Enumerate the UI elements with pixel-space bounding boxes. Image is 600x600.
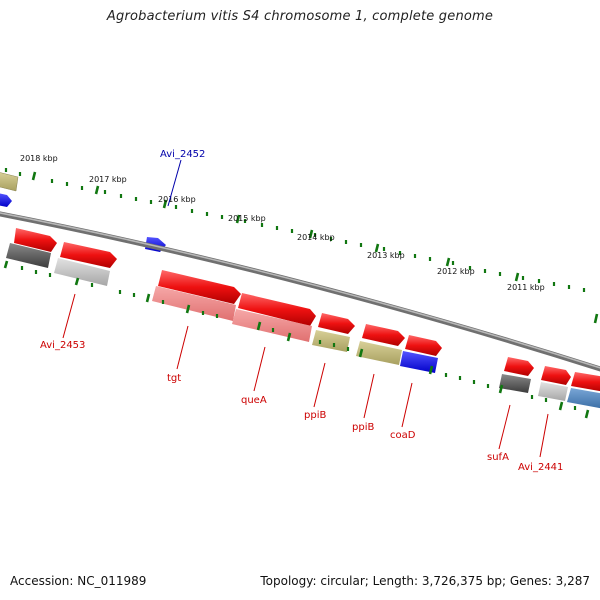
scale-label-2018: 2018 kbp — [20, 154, 58, 163]
leader-avi2441 — [539, 413, 549, 458]
gene-tgt-forward — [158, 270, 241, 304]
leader-avi2452 — [167, 159, 182, 207]
scale-label-2017: 2017 kbp — [89, 175, 127, 184]
leader-sufa — [498, 404, 511, 450]
backbone — [0, 211, 600, 372]
scale-label-2012: 2012 kbp — [437, 267, 475, 276]
gene-red-9 — [541, 366, 571, 385]
scale-label-2014: 2014 kbp — [297, 233, 335, 242]
leader-ppib-2 — [363, 373, 375, 419]
gene-label-ppib-1: ppiB — [304, 410, 326, 421]
gene-label-avi2452: Avi_2452 — [160, 149, 205, 160]
outer-scale-ring — [4, 168, 599, 324]
gene-lightgray-1 — [54, 258, 110, 286]
gene-gray-1 — [6, 243, 51, 268]
scale-label-2011: 2011 kbp — [507, 283, 545, 292]
gene-red-5 — [318, 313, 355, 334]
accession-text: Accession: NC_011989 — [10, 574, 147, 588]
reverse-genes — [6, 243, 600, 409]
gene-ppib-olive-2 — [356, 341, 402, 365]
outer-major-ticks — [31, 171, 599, 324]
scale-label-2016: 2016 kbp — [158, 195, 196, 204]
gene-red-7 — [405, 335, 442, 356]
scale-label-2015: 2015 kbp — [228, 214, 266, 223]
gene-red-2 — [60, 242, 117, 268]
gene-label-sufa: sufA — [487, 452, 509, 463]
gene-quea-forward — [238, 293, 316, 326]
gene-red-6 — [362, 324, 405, 346]
gene-ppib-olive-1 — [312, 330, 350, 352]
map-title: Agrobacterium vitis S4 chromosome 1, com… — [106, 9, 494, 24]
gene-label-avi2441: Avi_2441 — [518, 462, 563, 473]
gene-lightgray-2 — [538, 382, 568, 401]
inner-scale-ring — [3, 260, 590, 419]
gene-gray-2 — [499, 374, 531, 393]
scale-label-2013: 2013 kbp — [367, 251, 405, 260]
gene-red-8 — [504, 357, 534, 376]
gene-blue-top-left — [0, 193, 12, 207]
leader-ppib-1 — [313, 362, 326, 408]
gene-olive-top-left — [0, 172, 19, 192]
leader-tgt — [176, 325, 189, 370]
gene-label-quea: queA — [241, 395, 267, 406]
leader-avi2453 — [62, 293, 76, 339]
genome-info-text: Topology: circular; Length: 3,726,375 bp… — [260, 574, 590, 588]
inner-minor-ticks — [20, 266, 577, 410]
gene-labels: Avi_2452 Avi_2453 tgt queA ppiB ppiB coa… — [40, 149, 563, 473]
scale-labels: 2018 kbp 2017 kbp 2016 kbp 2015 kbp 2014… — [20, 154, 545, 292]
gene-label-coad: coaD — [390, 430, 416, 441]
gene-tgt-pink — [152, 286, 236, 321]
gene-coad-blue — [400, 351, 438, 373]
gene-red-1 — [14, 228, 57, 252]
forward-genes — [14, 228, 600, 392]
outer-minor-ticks — [4, 168, 586, 292]
leader-quea — [253, 346, 266, 392]
gene-red-10 — [571, 372, 600, 392]
gene-label-ppib-2: ppiB — [352, 422, 374, 433]
label-leader-lines — [62, 159, 549, 458]
inner-major-ticks — [3, 260, 590, 419]
gene-label-avi2453: Avi_2453 — [40, 340, 85, 351]
gene-steelblue — [567, 388, 600, 409]
leader-coad — [401, 382, 413, 428]
gene-label-tgt: tgt — [167, 373, 181, 384]
gene-quea-pink — [232, 309, 312, 342]
